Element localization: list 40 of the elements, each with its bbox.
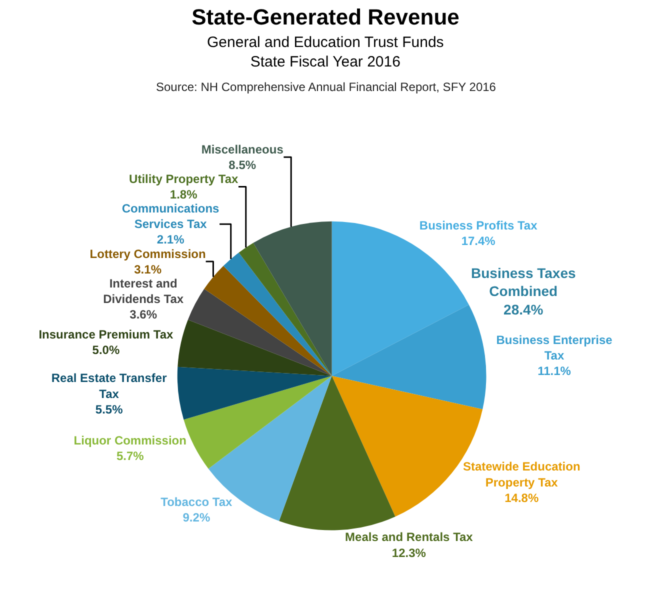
pie-slice: [332, 304, 486, 410]
pie-slice: [279, 376, 396, 530]
data-label: 3.1%: [134, 262, 162, 276]
data-label: 14.8%: [504, 490, 539, 505]
data-label: 12.3%: [392, 546, 426, 560]
data-label: 5.7%: [116, 449, 144, 464]
slice-label: Tobacco Tax: [160, 494, 233, 509]
data-label: 17.4%: [461, 234, 496, 248]
slice-label: Business Enterprise Tax: [496, 332, 613, 362]
data-label: 8.5%: [228, 158, 256, 172]
pie-slice: [208, 376, 332, 522]
pie-slice: [253, 221, 332, 376]
data-label: 3.6%: [130, 308, 158, 322]
slice-label: Liquor Commission: [74, 433, 186, 448]
slice-label: Insurance Premium Tax: [38, 327, 174, 342]
slice-label: Statewide Education Property Tax: [462, 460, 580, 490]
slice-label: Miscellaneous: [201, 142, 284, 156]
data-label: 1.8%: [170, 188, 198, 202]
slice-label: Business Profits Tax: [419, 218, 538, 232]
data-label: 9.2%: [182, 510, 210, 524]
slice-label: Communications Services Tax: [122, 202, 220, 232]
slice-label: Meals and Rentals Tax: [345, 530, 474, 544]
pie-slice: [223, 252, 332, 376]
pie-slice: [177, 366, 332, 420]
slice-label: Real Estate Transfer Tax: [51, 371, 168, 401]
pie-slice: [238, 242, 332, 376]
chart-subtitle: General and Education Trust Funds State Fiscal Year 2016: [207, 34, 444, 70]
data-label: 5.0%: [92, 343, 120, 358]
pie-slice: [188, 288, 332, 376]
slice-label: Lottery Commission: [90, 246, 206, 261]
source-note: Source: NH Comprehensive Annual Financial Report, SFY 2016: [156, 80, 496, 94]
text: Business Taxes Combined 28.4%: [471, 265, 576, 318]
pie-slice: [178, 320, 332, 376]
slice-label: Utility Property Tax: [129, 172, 238, 186]
data-label: 5.5%: [95, 402, 124, 416]
data-label: 11.1%: [538, 364, 572, 378]
chart-title: State-Generated Revenue: [192, 4, 460, 30]
pie-slice: [204, 266, 332, 376]
data-label: 2.1%: [156, 232, 185, 247]
slice-label: Interest and Dividends Tax: [103, 276, 184, 306]
